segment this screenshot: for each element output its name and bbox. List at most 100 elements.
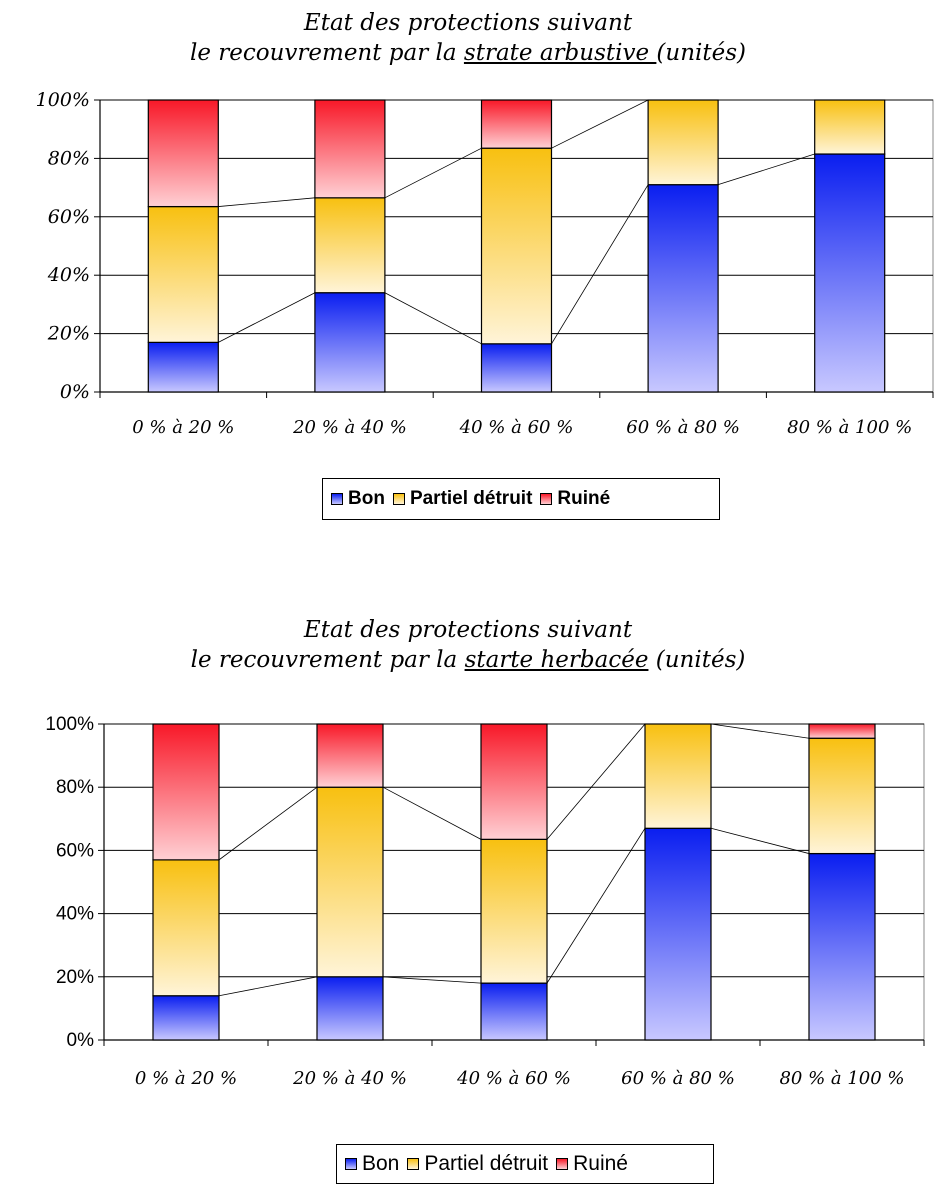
bar-bon bbox=[814, 153, 886, 393]
y-tick-label: 20% bbox=[47, 323, 90, 345]
x-tick-label: 80 % à 100 % bbox=[787, 417, 912, 438]
series-line-bon bbox=[551, 184, 649, 345]
x-tick-label: 0 % à 20 % bbox=[135, 1068, 237, 1089]
x-tick-label: 20 % à 40 % bbox=[292, 417, 407, 438]
bar-partiel bbox=[808, 737, 876, 855]
x-tick-label: 60 % à 80 % bbox=[626, 417, 740, 438]
chart-title-pre: le recouvrement par la bbox=[190, 647, 465, 673]
series-line-bon bbox=[384, 292, 482, 345]
legend-label: Ruiné bbox=[557, 488, 611, 509]
y-tick-label: 0% bbox=[67, 1030, 95, 1051]
series-line-bon bbox=[382, 976, 482, 984]
bar-ruine bbox=[314, 99, 386, 199]
bar-partiel bbox=[480, 838, 548, 984]
y-tick-label: 80% bbox=[48, 147, 90, 169]
bar-bon bbox=[644, 827, 712, 1041]
bar-partiel bbox=[152, 859, 220, 997]
chart-title-underlined: starte herbacée bbox=[464, 647, 649, 673]
x-tick-label: 80 % à 100 % bbox=[779, 1068, 904, 1089]
series-line-partiel bbox=[384, 147, 482, 199]
chart-plot: 0% 20% 40% 60% 80% 100% 0 % à 20 % 20 % à 40 % 4… bbox=[36, 89, 934, 438]
series-line-partiel bbox=[710, 723, 810, 739]
series-line-bon bbox=[546, 828, 646, 984]
legend-item-partiel: Partiel détruit bbox=[392, 488, 533, 510]
chart-legend: Bon Partiel détruit Ruiné bbox=[322, 478, 720, 520]
legend-item-ruine: Ruiné bbox=[556, 1152, 628, 1176]
chart-title-line1: Etat des protections suivant bbox=[303, 617, 633, 643]
chart-title-underlined: strate arbustive bbox=[463, 40, 657, 66]
chart-title: Etat des protections suivant le recouvre… bbox=[0, 615, 936, 675]
chart-title-post: (unités) bbox=[648, 647, 746, 673]
chart-strate-herbacee: Etat des protections suivant le recouvre… bbox=[0, 600, 936, 1184]
y-tick-label: 20% bbox=[56, 967, 94, 988]
legend-label: Ruiné bbox=[573, 1152, 628, 1175]
bar-bon bbox=[314, 292, 386, 393]
y-tick-label: 0% bbox=[60, 381, 90, 403]
bar-ruine bbox=[480, 723, 548, 840]
y-tick-label: 80% bbox=[56, 777, 94, 798]
bar-bon bbox=[480, 982, 548, 1041]
legend-swatch-bon bbox=[345, 1158, 357, 1170]
bar-bon bbox=[808, 852, 876, 1041]
bar-bon bbox=[647, 184, 719, 393]
legend-item-bon: Bon bbox=[345, 1152, 399, 1176]
legend-item-partiel: Partiel détruit bbox=[407, 1152, 548, 1176]
chart-title-line2: le recouvrement par la starte herbacée (… bbox=[0, 645, 936, 675]
series-line-partiel bbox=[218, 786, 318, 861]
legend-label: Partiel détruit bbox=[424, 1152, 549, 1175]
bar-partiel bbox=[147, 205, 219, 343]
x-tick-label: 60 % à 80 % bbox=[621, 1068, 735, 1089]
x-tick-label: 0 % à 20 % bbox=[132, 417, 234, 438]
chart-title-pre: le recouvrement par la bbox=[189, 40, 464, 66]
bar-partiel bbox=[314, 197, 386, 294]
legend-label: Bon bbox=[348, 488, 385, 509]
bar-ruine bbox=[147, 99, 219, 208]
series-line-bon bbox=[218, 976, 318, 997]
legend-swatch-partiel bbox=[407, 1158, 420, 1170]
y-tick-label: 100% bbox=[36, 89, 90, 111]
bar-bon bbox=[480, 343, 553, 393]
legend-swatch-partiel bbox=[392, 493, 405, 505]
y-tick-label: 60% bbox=[48, 206, 90, 228]
y-tick-label: 100% bbox=[45, 714, 94, 735]
chart-title-post: (unités) bbox=[656, 40, 746, 66]
series-line-bon bbox=[717, 153, 815, 186]
legend-label: Bon bbox=[362, 1152, 400, 1175]
bar-bon bbox=[152, 995, 220, 1041]
legend-swatch-ruine bbox=[540, 493, 553, 505]
series-line-partiel bbox=[546, 723, 646, 840]
series-line-partiel bbox=[218, 197, 315, 207]
bar-bon bbox=[316, 976, 384, 1041]
x-tick-label: 40 % à 60 % bbox=[456, 1068, 571, 1089]
legend-swatch-bon bbox=[331, 493, 343, 505]
bar-ruine bbox=[152, 723, 220, 861]
bar-partiel bbox=[644, 723, 712, 829]
legend-item-bon: Bon bbox=[331, 488, 385, 510]
legend-swatch-ruine bbox=[556, 1158, 569, 1170]
x-tick-label: 40 % à 60 % bbox=[459, 417, 574, 438]
bar-ruine bbox=[808, 723, 876, 739]
legend-item-ruine: Ruiné bbox=[540, 488, 610, 510]
chart-legend: Bon Partiel détruit Ruiné bbox=[336, 1144, 714, 1184]
y-tick-label: 60% bbox=[56, 840, 94, 861]
bar-ruine bbox=[316, 723, 384, 788]
bar-partiel bbox=[480, 147, 553, 345]
chart-title-line1: Etat des protections suivant bbox=[303, 10, 633, 36]
y-tick-label: 40% bbox=[56, 904, 94, 925]
chart-title-line2: le recouvrement par la strate arbustive … bbox=[0, 38, 936, 68]
chart-plot: 0% 20% 40% 60% 80% 100% 0 % à 20 % 20 % à 40 % 4… bbox=[45, 714, 925, 1089]
legend-label: Partiel détruit bbox=[409, 488, 533, 509]
bar-partiel bbox=[647, 99, 719, 186]
bar-partiel bbox=[814, 99, 886, 155]
bar-bon bbox=[147, 341, 219, 393]
x-tick-label: 20 % à 40 % bbox=[292, 1068, 407, 1089]
series-line-partiel bbox=[551, 99, 649, 149]
chart-title: Etat des protections suivant le recouvre… bbox=[0, 8, 936, 68]
bar-ruine bbox=[480, 99, 553, 149]
chart-strate-arbustive: Etat des protections suivant le recouvre… bbox=[0, 0, 936, 560]
series-line-partiel bbox=[382, 786, 482, 840]
series-line-bon bbox=[710, 827, 810, 854]
y-tick-label: 40% bbox=[47, 264, 90, 286]
bar-partiel bbox=[316, 786, 384, 978]
series-line-bon bbox=[218, 292, 316, 343]
